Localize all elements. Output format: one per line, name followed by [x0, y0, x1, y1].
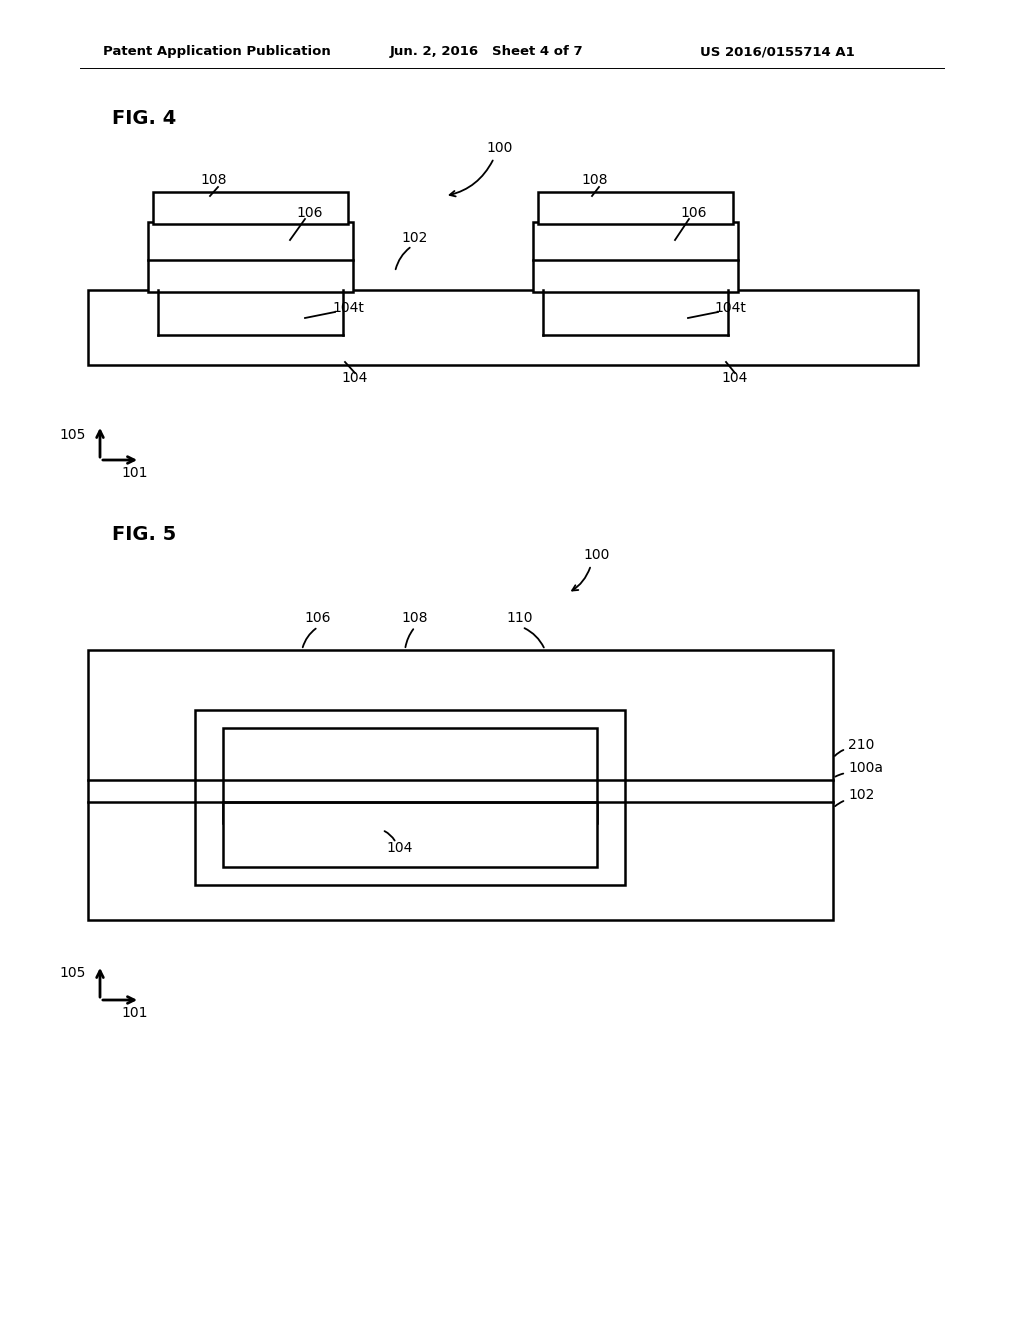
FancyArrowPatch shape [406, 630, 414, 647]
Text: 105: 105 [59, 428, 86, 442]
Text: 104t: 104t [714, 301, 745, 315]
Bar [223, 729, 597, 822]
Text: FIG. 4: FIG. 4 [112, 108, 176, 128]
Text: 104: 104 [722, 371, 749, 385]
Text: 108: 108 [201, 173, 227, 187]
Text: 104t: 104t [332, 301, 364, 315]
Bar [88, 290, 918, 366]
Text: 106: 106 [305, 611, 331, 624]
Text: Patent Application Publication: Patent Application Publication [103, 45, 331, 58]
Text: FIG. 5: FIG. 5 [112, 525, 176, 544]
FancyArrowPatch shape [303, 628, 315, 647]
Bar [538, 191, 733, 224]
Bar [88, 649, 833, 920]
Bar [153, 191, 348, 224]
Bar [534, 222, 738, 292]
FancyArrowPatch shape [836, 801, 844, 807]
FancyArrowPatch shape [835, 750, 844, 756]
Text: Jun. 2, 2016   Sheet 4 of 7: Jun. 2, 2016 Sheet 4 of 7 [390, 45, 584, 58]
FancyArrowPatch shape [450, 161, 493, 197]
Text: 101: 101 [122, 466, 148, 480]
FancyArrowPatch shape [395, 248, 410, 269]
Text: 102: 102 [848, 788, 874, 803]
Bar [148, 222, 353, 292]
Bar [223, 803, 597, 867]
Text: 101: 101 [122, 1006, 148, 1020]
Bar [195, 710, 625, 884]
FancyArrowPatch shape [524, 628, 544, 648]
Text: 100a: 100a [848, 762, 883, 775]
Text: 108: 108 [401, 611, 428, 624]
FancyArrowPatch shape [836, 774, 844, 776]
Text: 104: 104 [342, 371, 369, 385]
Text: 104: 104 [387, 841, 414, 855]
Text: 210: 210 [848, 738, 874, 752]
Text: 100: 100 [486, 141, 513, 154]
Text: 106: 106 [297, 206, 324, 220]
Text: 108: 108 [582, 173, 608, 187]
Text: 102: 102 [401, 231, 428, 246]
Text: 105: 105 [59, 966, 86, 979]
Text: 100: 100 [584, 548, 610, 562]
Text: 106: 106 [681, 206, 708, 220]
FancyArrowPatch shape [385, 832, 394, 841]
Text: 110: 110 [507, 611, 534, 624]
FancyArrowPatch shape [572, 568, 590, 590]
Text: US 2016/0155714 A1: US 2016/0155714 A1 [700, 45, 855, 58]
